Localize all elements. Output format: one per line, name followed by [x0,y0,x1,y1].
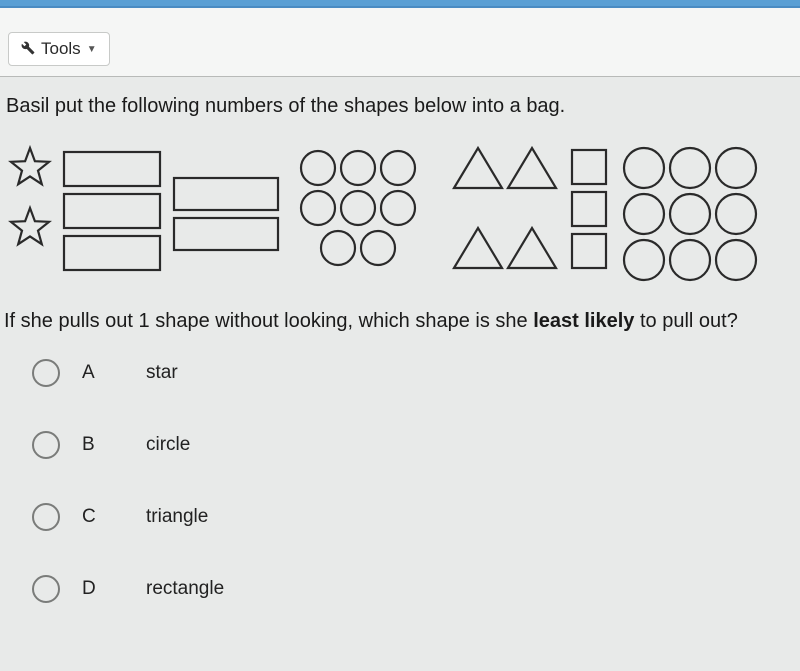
radio-icon[interactable] [32,431,60,459]
option-label: star [146,362,178,384]
followup-pre: If she pulls out 1 shape without looking… [4,310,533,332]
followup-post: to pull out? [634,310,737,332]
shapes-figure [8,142,788,282]
window-top-accent [0,0,800,8]
radio-icon[interactable] [32,359,60,387]
option-letter: D [82,578,102,600]
option-b[interactable]: B circle [32,431,788,459]
question-followup: If she pulls out 1 shape without looking… [4,310,788,333]
option-label: triangle [146,506,208,528]
toolbar-spacer [0,8,800,26]
option-d[interactable]: D rectangle [32,575,788,603]
option-letter: B [82,434,102,456]
followup-bold: least likely [533,310,634,332]
question-intro: Basil put the following numbers of the s… [4,95,788,118]
radio-icon[interactable] [32,503,60,531]
option-a[interactable]: A star [32,359,788,387]
tools-dropdown-button[interactable]: Tools ▼ [8,32,110,66]
tools-button-label: Tools [41,39,81,59]
shapes-svg [8,142,800,282]
caret-down-icon: ▼ [87,44,97,55]
wrench-icon [21,41,35,58]
radio-icon[interactable] [32,575,60,603]
option-letter: C [82,506,102,528]
option-letter: A [82,362,102,384]
option-label: circle [146,434,190,456]
answer-options: A star B circle C triangle D rectangle [4,359,788,603]
question-content: Basil put the following numbers of the s… [0,77,800,603]
option-label: rectangle [146,578,224,600]
option-c[interactable]: C triangle [32,503,788,531]
toolbar: Tools ▼ [0,26,800,77]
